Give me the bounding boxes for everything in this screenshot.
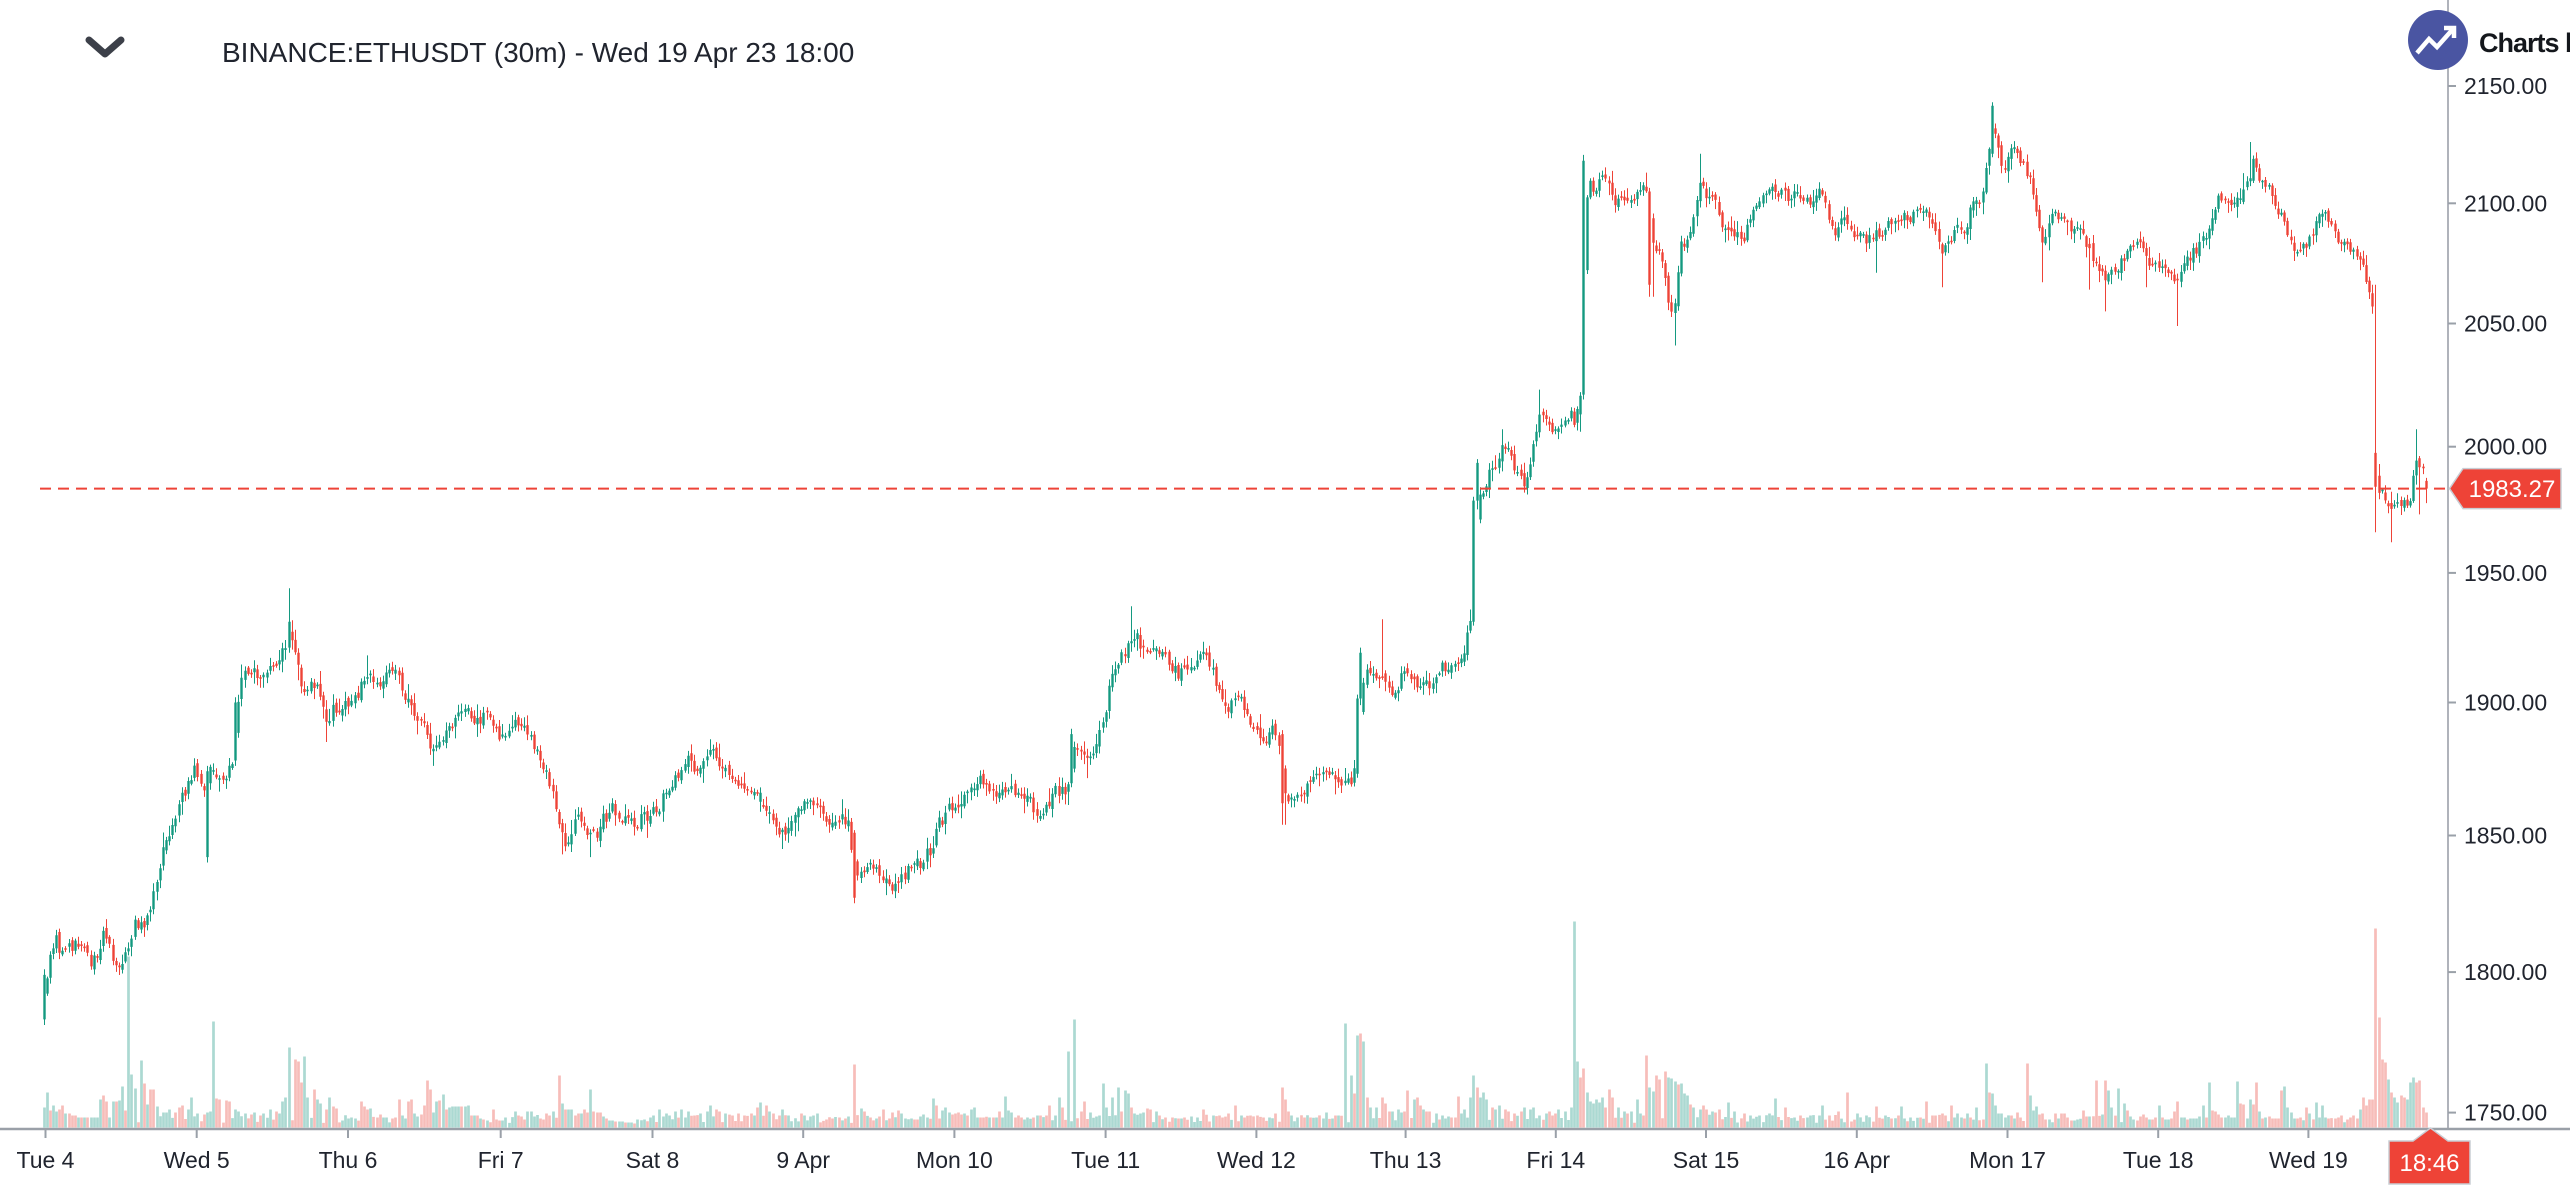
svg-text:1750.00: 1750.00 xyxy=(2464,1100,2547,1126)
svg-text:Mon 17: Mon 17 xyxy=(1969,1147,2046,1173)
svg-text:2100.00: 2100.00 xyxy=(2464,190,2547,216)
svg-text:Thu 6: Thu 6 xyxy=(319,1147,378,1173)
svg-text:2050.00: 2050.00 xyxy=(2464,311,2547,337)
svg-text:Tue 11: Tue 11 xyxy=(1071,1147,1140,1173)
svg-text:1850.00: 1850.00 xyxy=(2464,823,2547,849)
svg-text:9 Apr: 9 Apr xyxy=(776,1147,830,1173)
svg-text:Thu 13: Thu 13 xyxy=(1370,1147,1442,1173)
svg-text:Fri 7: Fri 7 xyxy=(478,1147,524,1173)
svg-text:Wed 19: Wed 19 xyxy=(2269,1147,2348,1173)
svg-text:1900.00: 1900.00 xyxy=(2464,690,2547,716)
svg-text:Sat 8: Sat 8 xyxy=(626,1147,680,1173)
svg-text:1950.00: 1950.00 xyxy=(2464,560,2547,586)
svg-text:Mon 10: Mon 10 xyxy=(916,1147,993,1173)
svg-text:Tue 18: Tue 18 xyxy=(2123,1147,2194,1173)
svg-text:Wed 12: Wed 12 xyxy=(1217,1147,1296,1173)
svg-text:Wed 5: Wed 5 xyxy=(164,1147,230,1173)
svg-text:18:46: 18:46 xyxy=(2399,1150,2459,1177)
svg-text:Charts b: Charts b xyxy=(2479,28,2570,58)
svg-text:BINANCE:ETHUSDT (30m) - Wed 19: BINANCE:ETHUSDT (30m) - Wed 19 Apr 23 18… xyxy=(222,37,854,68)
svg-text:Tue 4: Tue 4 xyxy=(17,1147,75,1173)
svg-text:Fri 14: Fri 14 xyxy=(1526,1147,1585,1173)
svg-text:2000.00: 2000.00 xyxy=(2464,434,2547,460)
svg-text:1800.00: 1800.00 xyxy=(2464,959,2547,985)
svg-text:1983.27: 1983.27 xyxy=(2469,476,2556,503)
svg-text:Sat 15: Sat 15 xyxy=(1673,1147,1740,1173)
svg-text:2150.00: 2150.00 xyxy=(2464,73,2547,99)
svg-text:16 Apr: 16 Apr xyxy=(1824,1147,1891,1173)
